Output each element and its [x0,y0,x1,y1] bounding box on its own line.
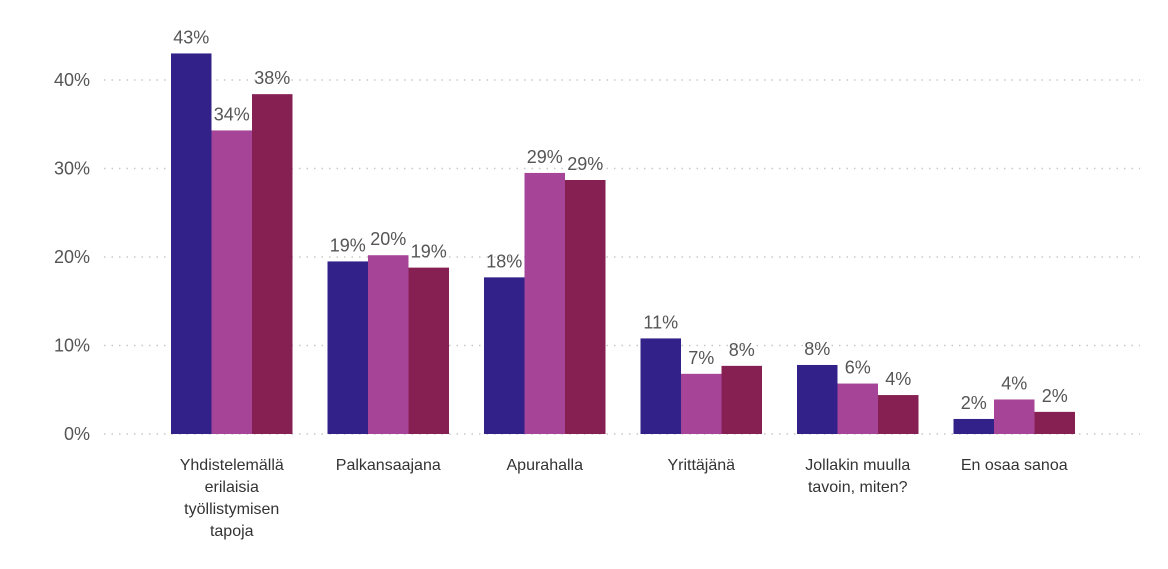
category-label: Yrittäjänä [667,457,735,474]
data-label: 6% [845,358,871,378]
category-label-line: En osaa sanoa [961,457,1068,474]
bar [565,180,606,434]
category-label-line: Palkansaajana [336,457,441,474]
category-label: Yhdistelemällä erilaisia työllistymisen tap… [180,457,284,540]
category-label-line: erilaisia [205,479,259,496]
y-tick-label: 20% [54,247,90,267]
category-label-line: Yhdistelemällä [180,457,284,474]
data-label: 19% [330,235,366,255]
data-label: 8% [804,339,830,359]
bar [524,172,565,435]
bar [994,399,1035,434]
data-label: 34% [214,104,250,124]
data-label: 11% [643,312,678,332]
bar [327,261,368,434]
data-label: 8% [729,340,755,360]
data-label: 29% [567,154,603,174]
bar [171,53,212,434]
x-axis-categories: Yhdistelemällä erilaisia työllistymisen tap… [180,457,1068,540]
data-label: 43% [173,27,209,47]
bar [721,365,762,434]
data-label: 29% [527,147,563,167]
y-tick-label: 10% [54,336,90,356]
data-label: 4% [885,369,911,389]
data-label: 38% [254,68,290,88]
category-label-line: Apurahalla [507,457,584,474]
category-label: En osaa sanoa [961,457,1068,474]
bar [797,364,838,434]
data-label: 18% [486,251,522,271]
y-axis-ticks: 0% 10% 20% 30% 40% [54,70,90,444]
data-label: 19% [411,242,447,262]
y-tick-label: 30% [54,159,90,179]
data-label: 4% [1001,373,1027,393]
y-tick-label: 40% [54,70,90,90]
bar [953,418,994,434]
category-label: Palkansaajana [336,457,441,474]
bar [681,373,722,434]
bar [408,267,449,434]
bar [837,383,878,434]
bar [211,130,252,434]
category-label: Jollakin muulla tavoin, miten? [805,457,910,496]
bar [878,395,919,434]
data-label: 7% [688,348,714,368]
category-label-line: Jollakin muulla [805,457,910,474]
data-labels: 43% 19% 18% 11% 8% 2% 34% 20% 29% 7% 6% 4% 38% 19% 29%… [173,27,1068,413]
data-label: 2% [961,393,987,413]
bar [252,94,293,434]
data-label: 20% [370,229,406,249]
category-label-line: tavoin, miten? [808,479,908,496]
y-tick-label: 0% [64,424,90,444]
category-label-line: tapoja [210,523,254,540]
bar [640,338,681,434]
category-label: Apurahalla [507,457,584,474]
category-label-line: Yrittäjänä [667,457,735,474]
bar [368,255,409,434]
bar [1034,411,1075,434]
bars [171,53,1075,435]
data-label: 2% [1042,386,1068,406]
category-label-line: työllistymisen [184,501,279,518]
bar [484,277,525,434]
